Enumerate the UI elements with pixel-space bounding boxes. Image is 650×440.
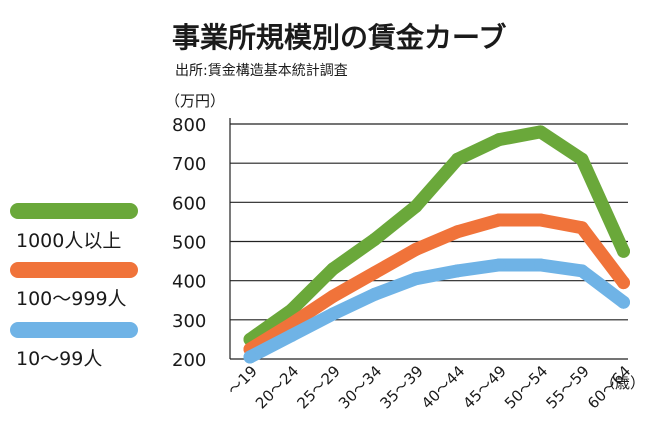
data-point	[326, 289, 340, 303]
data-point	[409, 199, 423, 213]
x-tick-label: 25～29	[293, 362, 343, 412]
legend-label-1: 1000人以上	[16, 230, 121, 252]
data-point	[326, 262, 340, 276]
x-tick-label: 45～49	[459, 362, 509, 412]
data-point	[534, 258, 547, 272]
x-tick-label: 50～54	[501, 362, 551, 412]
data-point	[285, 303, 298, 317]
series-line-1	[243, 125, 630, 346]
data-point	[492, 213, 506, 227]
x-tick-label: 40～44	[418, 362, 468, 412]
data-point	[617, 244, 630, 258]
chart-title: 事業所規模別の賃金カーブ	[172, 21, 506, 54]
legend: 1000人以上 100～999人 10～99人	[10, 203, 138, 370]
series-line-2	[243, 213, 630, 356]
legend-label-3: 10～99人	[16, 348, 102, 370]
data-point	[575, 221, 589, 235]
data-point	[368, 287, 381, 301]
y-tick-label: 800	[172, 115, 206, 136]
data-point	[409, 242, 423, 256]
data-point	[368, 266, 381, 280]
series-line-3	[243, 258, 630, 364]
x-tick-label: 35～39	[376, 362, 426, 412]
data-point	[409, 272, 423, 286]
y-tick-label: 200	[172, 350, 206, 371]
y-tick-label: 500	[172, 233, 206, 254]
y-tick-label: 400	[172, 272, 206, 293]
chart-subtitle: 出所:賃金構造基本統計調査	[175, 62, 348, 79]
data-point	[534, 213, 547, 227]
data-point	[368, 233, 381, 247]
data-point	[617, 295, 630, 309]
data-point	[575, 152, 589, 166]
x-tick-label: ～19	[224, 362, 261, 399]
series-layer	[243, 125, 630, 364]
data-point	[492, 258, 506, 272]
data-point	[451, 264, 464, 278]
data-point	[326, 307, 340, 321]
data-point	[243, 350, 257, 364]
data-point	[285, 329, 298, 342]
data-point	[534, 125, 547, 139]
x-tick-label: 55～59	[542, 362, 592, 412]
data-point	[492, 133, 506, 147]
x-tick-label: 20～24	[252, 362, 302, 412]
x-tick-label: 30～34	[335, 362, 385, 412]
x-axis-unit: （歳）	[600, 374, 645, 392]
y-axis-label: （万円）	[165, 92, 225, 110]
data-point	[617, 276, 630, 290]
y-tick-label: 700	[172, 154, 206, 175]
y-tick-label: 600	[172, 193, 206, 214]
data-point	[575, 264, 589, 278]
legend-label-2: 100～999人	[16, 288, 127, 310]
data-point	[451, 225, 464, 239]
data-point	[451, 152, 464, 166]
y-tick-label: 300	[172, 311, 206, 332]
